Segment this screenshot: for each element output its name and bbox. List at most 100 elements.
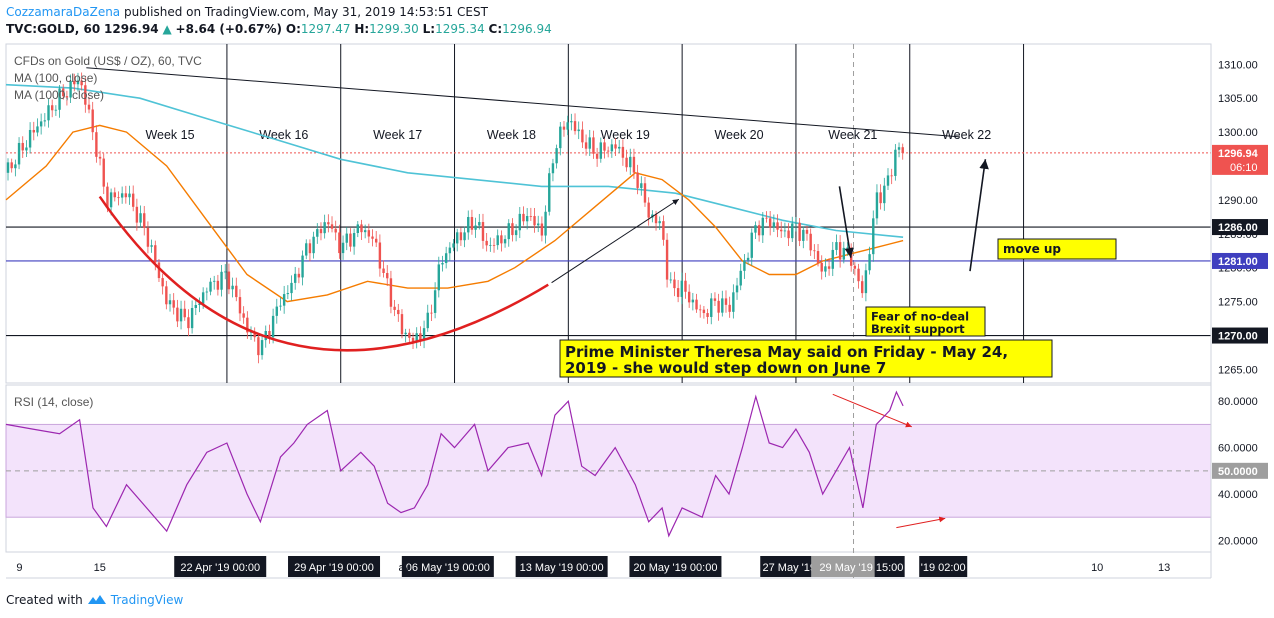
candle-body: [606, 150, 610, 152]
candle-body: [478, 222, 481, 226]
candle-body: [338, 232, 341, 254]
candle-body: [375, 238, 378, 243]
candle-body: [687, 291, 691, 303]
rsi-tick-1: 80.0000: [1218, 396, 1258, 408]
candle-body: [43, 120, 47, 122]
annotation-theresa-may-line-2: 2019 - she would step down on June 7: [565, 359, 886, 377]
candle-body: [474, 225, 477, 230]
candle-body: [901, 147, 904, 154]
candle-body: [371, 236, 374, 239]
candle-body: [669, 279, 672, 281]
candle-body: [179, 308, 183, 322]
annotation-move-up-line-1: move up: [1003, 242, 1061, 256]
candle-body: [507, 223, 510, 240]
week-label-2: Week 16: [259, 128, 308, 142]
candle-body: [426, 312, 429, 329]
candle-body: [540, 223, 544, 236]
price-tick-5: 1290.00: [1218, 195, 1258, 207]
candle-body: [625, 157, 628, 168]
rsi-divergence-arrow-top: [832, 393, 912, 428]
ma100-line: [5, 124, 904, 303]
candle-body: [577, 129, 580, 132]
candle-body: [275, 306, 278, 316]
level-tag-bg-2: [1212, 252, 1268, 269]
candle-body: [857, 268, 860, 282]
candle-body: [194, 304, 197, 308]
candle-body: [382, 268, 385, 273]
candle-body: [621, 146, 625, 158]
candle-body: [864, 270, 868, 294]
annotation-move-up: move up: [997, 238, 1117, 260]
candle-body: [835, 242, 838, 250]
tradingview-logo-icon: [87, 595, 106, 604]
candle-body: [341, 242, 345, 254]
candle-body: [161, 278, 164, 287]
candle-body: [301, 255, 304, 278]
candle-body: [205, 291, 209, 293]
candle-body: [724, 298, 728, 305]
candle-body: [842, 247, 846, 260]
candle-body: [695, 299, 698, 310]
candle-body: [257, 337, 260, 356]
rounding-bottom-arc: [98, 195, 549, 352]
candle-body: [798, 222, 801, 241]
candle-body: [356, 224, 359, 234]
candle-body: [872, 218, 875, 255]
annotation-brexit-line-1: Fear of no-deal: [871, 310, 969, 324]
time-tick-bg-5: [401, 556, 494, 577]
countdown-tag: 06:10: [1230, 162, 1258, 174]
candle-body: [783, 230, 787, 232]
candle-body: [334, 228, 337, 233]
candle-body: [367, 230, 371, 237]
candle-body: [190, 307, 194, 329]
ohlc-line: TVC:GOLD, 60 1296.94 ▲ +8.64 (+0.67%) O:…: [6, 21, 552, 38]
time-tick-bg-6: [515, 556, 608, 577]
time-tick-7: 20 May '19 00:00: [633, 562, 717, 574]
candle-body: [238, 297, 242, 314]
candle-body: [73, 80, 76, 85]
candle-body: [879, 192, 882, 204]
candle-body: [419, 333, 422, 341]
candle-body: [363, 230, 367, 233]
candle-body: [87, 104, 91, 110]
candle-body: [599, 142, 603, 159]
candle-body: [732, 292, 735, 312]
candle-body: [636, 172, 639, 188]
candle-body: [662, 221, 665, 240]
candle-body: [802, 229, 805, 241]
candle-body: [168, 300, 172, 305]
candle-body: [271, 315, 275, 338]
candle-body: [776, 222, 779, 230]
annotation-move-up-box: [997, 238, 1117, 260]
candle-body: [397, 309, 400, 315]
author-link[interactable]: CozzamaraDaZena: [6, 5, 121, 19]
candle-body: [886, 175, 890, 186]
candle-body: [183, 308, 186, 318]
candle-body: [290, 282, 293, 294]
candle-body: [894, 149, 897, 176]
tradingview-link[interactable]: TradingView: [110, 593, 184, 607]
price-change: +8.64 (+0.67%): [175, 22, 283, 36]
last-price-tag: 1296.94: [1218, 148, 1259, 160]
candle-body: [294, 273, 297, 283]
candle-body: [404, 332, 407, 335]
candle-body: [297, 273, 301, 278]
candle-body: [518, 213, 521, 231]
candle-body: [448, 247, 452, 254]
candle-body: [21, 142, 24, 151]
candle-body: [415, 333, 418, 342]
candle-body: [757, 225, 761, 236]
candle-body: [279, 305, 282, 307]
candle-body: [761, 217, 765, 236]
candle-body: [253, 331, 256, 338]
candle-body: [654, 214, 658, 224]
candle-body: [853, 265, 857, 269]
candle-body: [352, 233, 356, 247]
candle-body: [791, 223, 794, 239]
candle-body: [198, 303, 201, 305]
price-tick-1: 1310.00: [1218, 59, 1258, 71]
ma1000-line: [5, 83, 904, 238]
candle-body: [511, 223, 514, 236]
